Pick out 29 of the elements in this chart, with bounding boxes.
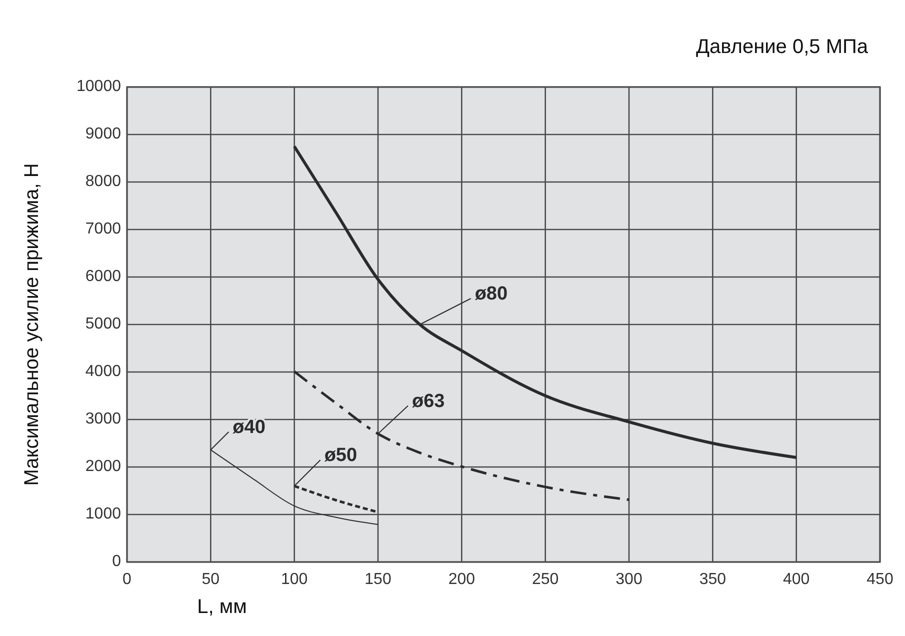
series-label: ø40 (232, 416, 266, 438)
y-tick-label: 2000 (85, 458, 122, 476)
x-tick-label: 200 (448, 571, 476, 588)
y-tick-label: 0 (112, 553, 122, 570)
series-label: ø50 (324, 445, 358, 466)
x-tick-label: 100 (280, 571, 308, 588)
chart-title: Давление 0,5 МПа (696, 36, 869, 58)
x-tick-label: 350 (699, 571, 726, 588)
x-tick-label: 300 (616, 571, 642, 588)
y-tick-label: 1000 (85, 506, 122, 523)
y-tick-label: 6000 (85, 268, 122, 286)
y-tick-label: 4000 (85, 363, 122, 380)
line-series (293, 370, 630, 502)
x-tick-label: 450 (866, 571, 894, 588)
y-tick-label: 7000 (85, 220, 122, 238)
y-axis-title: Максимальное усилие прижима, Н (21, 163, 43, 486)
x-tick-label: 400 (782, 571, 810, 588)
x-axis-title: L, мм (197, 596, 247, 618)
text: ø80 (474, 284, 508, 305)
y-tick-label: 10000 (76, 78, 122, 96)
x-tick-label: 50 (202, 571, 220, 588)
x-tick-label: 0 (122, 571, 132, 588)
x-tick-label: 250 (532, 571, 559, 588)
y-tick-label: 9000 (85, 126, 122, 143)
y-tick-label: 3000 (85, 410, 122, 428)
y-tick-label: 8000 (85, 173, 122, 190)
x-tick-label: 150 (364, 571, 392, 588)
y-tick-label: 5000 (85, 316, 122, 333)
series-label: ø63 (412, 390, 445, 412)
